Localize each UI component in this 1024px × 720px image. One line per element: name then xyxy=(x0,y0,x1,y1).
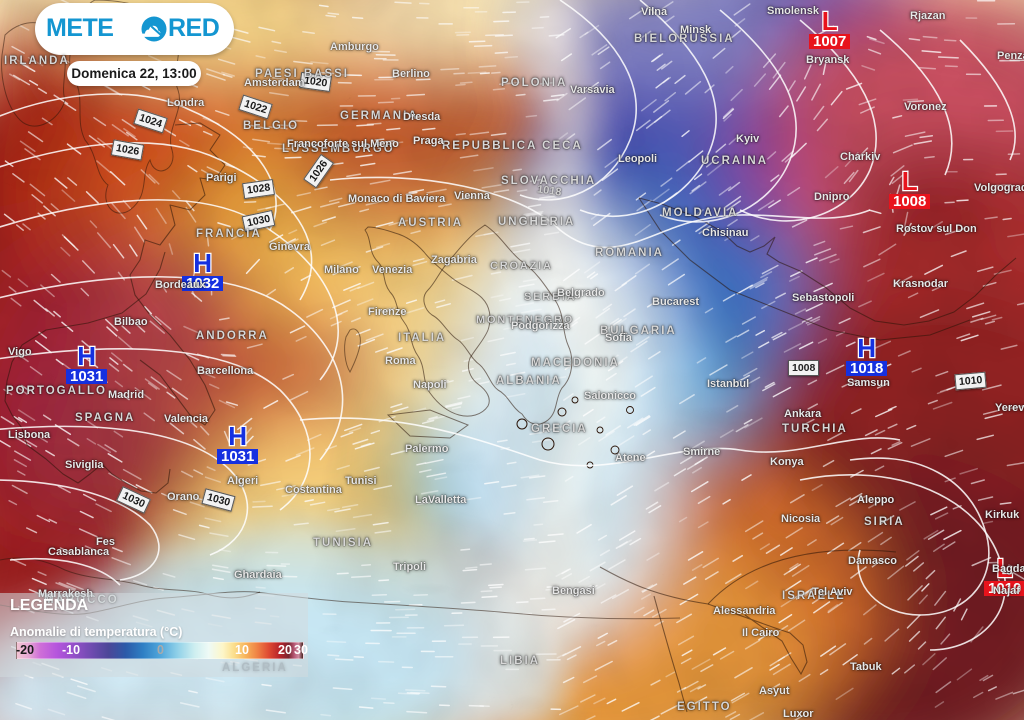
svg-text:METE: METE xyxy=(46,15,113,42)
svg-text:RED: RED xyxy=(168,15,219,42)
